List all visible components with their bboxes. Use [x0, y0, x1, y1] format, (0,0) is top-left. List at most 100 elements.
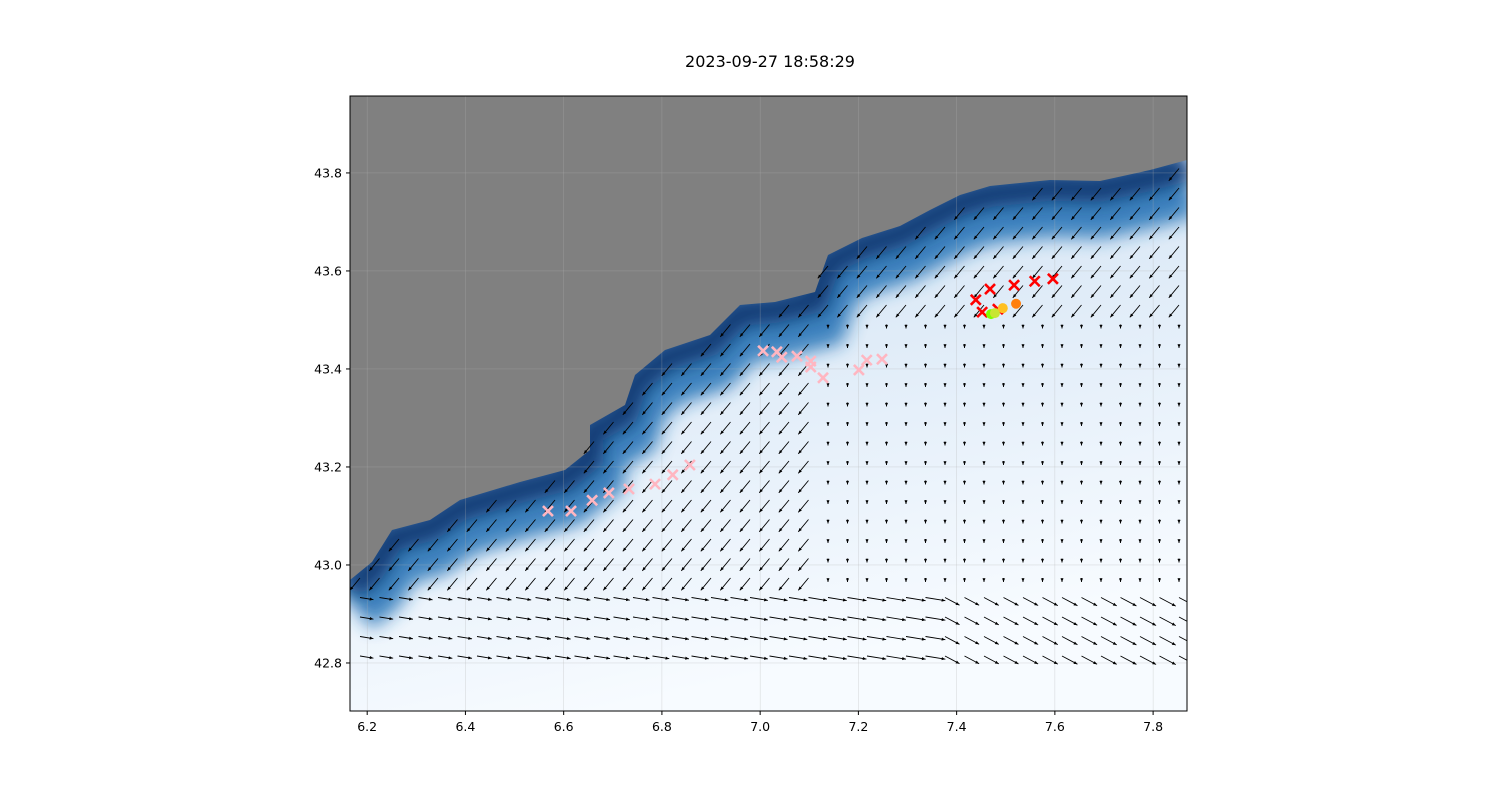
- current-arrowhead: [1149, 196, 1153, 201]
- current-arrowhead: [876, 313, 880, 318]
- current-arrowhead: [1079, 558, 1084, 563]
- current-arrowhead: [739, 586, 744, 591]
- current-arrowhead: [739, 566, 744, 571]
- current-arrowhead: [625, 598, 630, 602]
- current-arrowhead: [448, 636, 453, 640]
- current-arrowhead: [625, 656, 630, 660]
- current-arrowhead: [685, 598, 689, 602]
- current-arrowhead: [921, 618, 926, 622]
- current-arrowhead: [1012, 274, 1017, 279]
- current-arrowhead: [1132, 602, 1137, 606]
- current-arrowhead: [566, 636, 571, 640]
- current-arrowhead: [564, 586, 568, 591]
- current-arrowhead: [798, 371, 802, 376]
- current-arrowhead: [564, 566, 568, 571]
- current-arrowhead: [1012, 313, 1017, 318]
- current-arrowhead: [842, 637, 847, 641]
- cross-stroke: [666, 468, 679, 481]
- current-arrowhead: [904, 383, 908, 387]
- current-arrowhead: [685, 617, 689, 621]
- current-arrowhead: [1191, 603, 1195, 606]
- current-arrowhead: [934, 293, 939, 298]
- pink-cross-marker: [683, 459, 696, 471]
- cross-stroke: [770, 345, 783, 358]
- current-arrowhead: [778, 547, 783, 552]
- current-arrowhead: [1021, 324, 1025, 329]
- current-arrowhead: [865, 578, 869, 582]
- current-arrowhead: [1177, 363, 1181, 368]
- current-arrowhead: [505, 586, 510, 591]
- current-arrowhead: [586, 636, 591, 641]
- current-arrowhead: [943, 402, 947, 407]
- current-arrowhead: [884, 519, 889, 524]
- pink-cross-marker: [649, 478, 661, 491]
- current-arrowhead: [486, 527, 490, 532]
- current-arrowhead: [564, 527, 568, 532]
- current-arrowhead: [973, 235, 978, 240]
- current-arrowhead: [1191, 623, 1195, 626]
- plot-title: 2023-09-27 18:58:29: [685, 52, 855, 71]
- current-arrowhead: [1138, 363, 1142, 368]
- current-arrowhead: [826, 480, 830, 485]
- current-arrowhead: [1034, 602, 1039, 606]
- current-arrowhead: [817, 313, 822, 318]
- current-arrowhead: [720, 430, 724, 435]
- current-arrowhead: [994, 660, 999, 664]
- current-arrowhead: [369, 617, 374, 621]
- current-arrowhead: [720, 449, 724, 454]
- current-arrowhead: [1110, 293, 1114, 298]
- current-arrowhead: [759, 449, 763, 454]
- current-arrowhead: [993, 293, 997, 298]
- current-arrowhead: [798, 469, 802, 474]
- current-arrowhead: [845, 480, 850, 485]
- current-arrowhead: [1060, 324, 1064, 329]
- current-arrowhead: [700, 488, 705, 493]
- current-arrowhead: [1060, 519, 1064, 524]
- current-arrowhead: [895, 274, 900, 279]
- current-arrowhead: [1157, 422, 1162, 426]
- current-arrowhead: [923, 383, 928, 387]
- current-arrowhead: [1171, 622, 1176, 626]
- current-arrowhead: [798, 430, 802, 435]
- current-arrowhead: [1032, 313, 1036, 318]
- y-tick-label: 43.4: [314, 361, 342, 376]
- current-arrowhead: [447, 586, 451, 591]
- current-arrowhead: [1021, 578, 1025, 582]
- current-arrowhead: [583, 527, 588, 532]
- current-arrowhead: [941, 637, 946, 641]
- current-arrowhead: [544, 566, 549, 571]
- current-arrowhead: [1051, 313, 1056, 318]
- current-arrowhead: [408, 566, 412, 571]
- current-arrowhead: [915, 254, 919, 259]
- current-arrowhead: [826, 539, 830, 543]
- pink-cross-marker: [817, 371, 829, 384]
- current-arrowhead: [1060, 500, 1064, 504]
- current-arrowhead: [1060, 578, 1064, 582]
- current-arrowhead: [826, 558, 830, 563]
- current-arrowhead: [1012, 235, 1017, 240]
- current-arrowhead: [982, 441, 986, 446]
- current-arrowhead: [763, 656, 768, 660]
- current-arrowhead: [882, 617, 887, 622]
- pink-cross-marker: [775, 351, 788, 364]
- current-arrowhead: [902, 598, 906, 602]
- current-arrowhead: [1152, 661, 1157, 665]
- current-arrowhead: [1171, 642, 1176, 646]
- cross-stroke: [565, 505, 577, 517]
- current-arrowhead: [606, 617, 611, 621]
- current-arrowhead: [895, 313, 900, 318]
- current-arrowhead: [973, 254, 978, 259]
- current-arrowhead: [468, 597, 473, 601]
- current-arrowhead: [923, 558, 928, 563]
- current-arrowhead: [1149, 215, 1153, 220]
- current-arrowhead: [865, 344, 869, 348]
- current-arrowhead: [1110, 274, 1114, 279]
- current-arrowhead: [1157, 519, 1162, 524]
- current-arrowhead: [865, 480, 869, 485]
- current-arrowhead: [724, 656, 729, 660]
- current-arrowhead: [1138, 539, 1142, 543]
- current-arrowhead: [1090, 235, 1095, 240]
- current-arrowhead: [778, 488, 783, 493]
- pink-cross-marker: [623, 483, 635, 495]
